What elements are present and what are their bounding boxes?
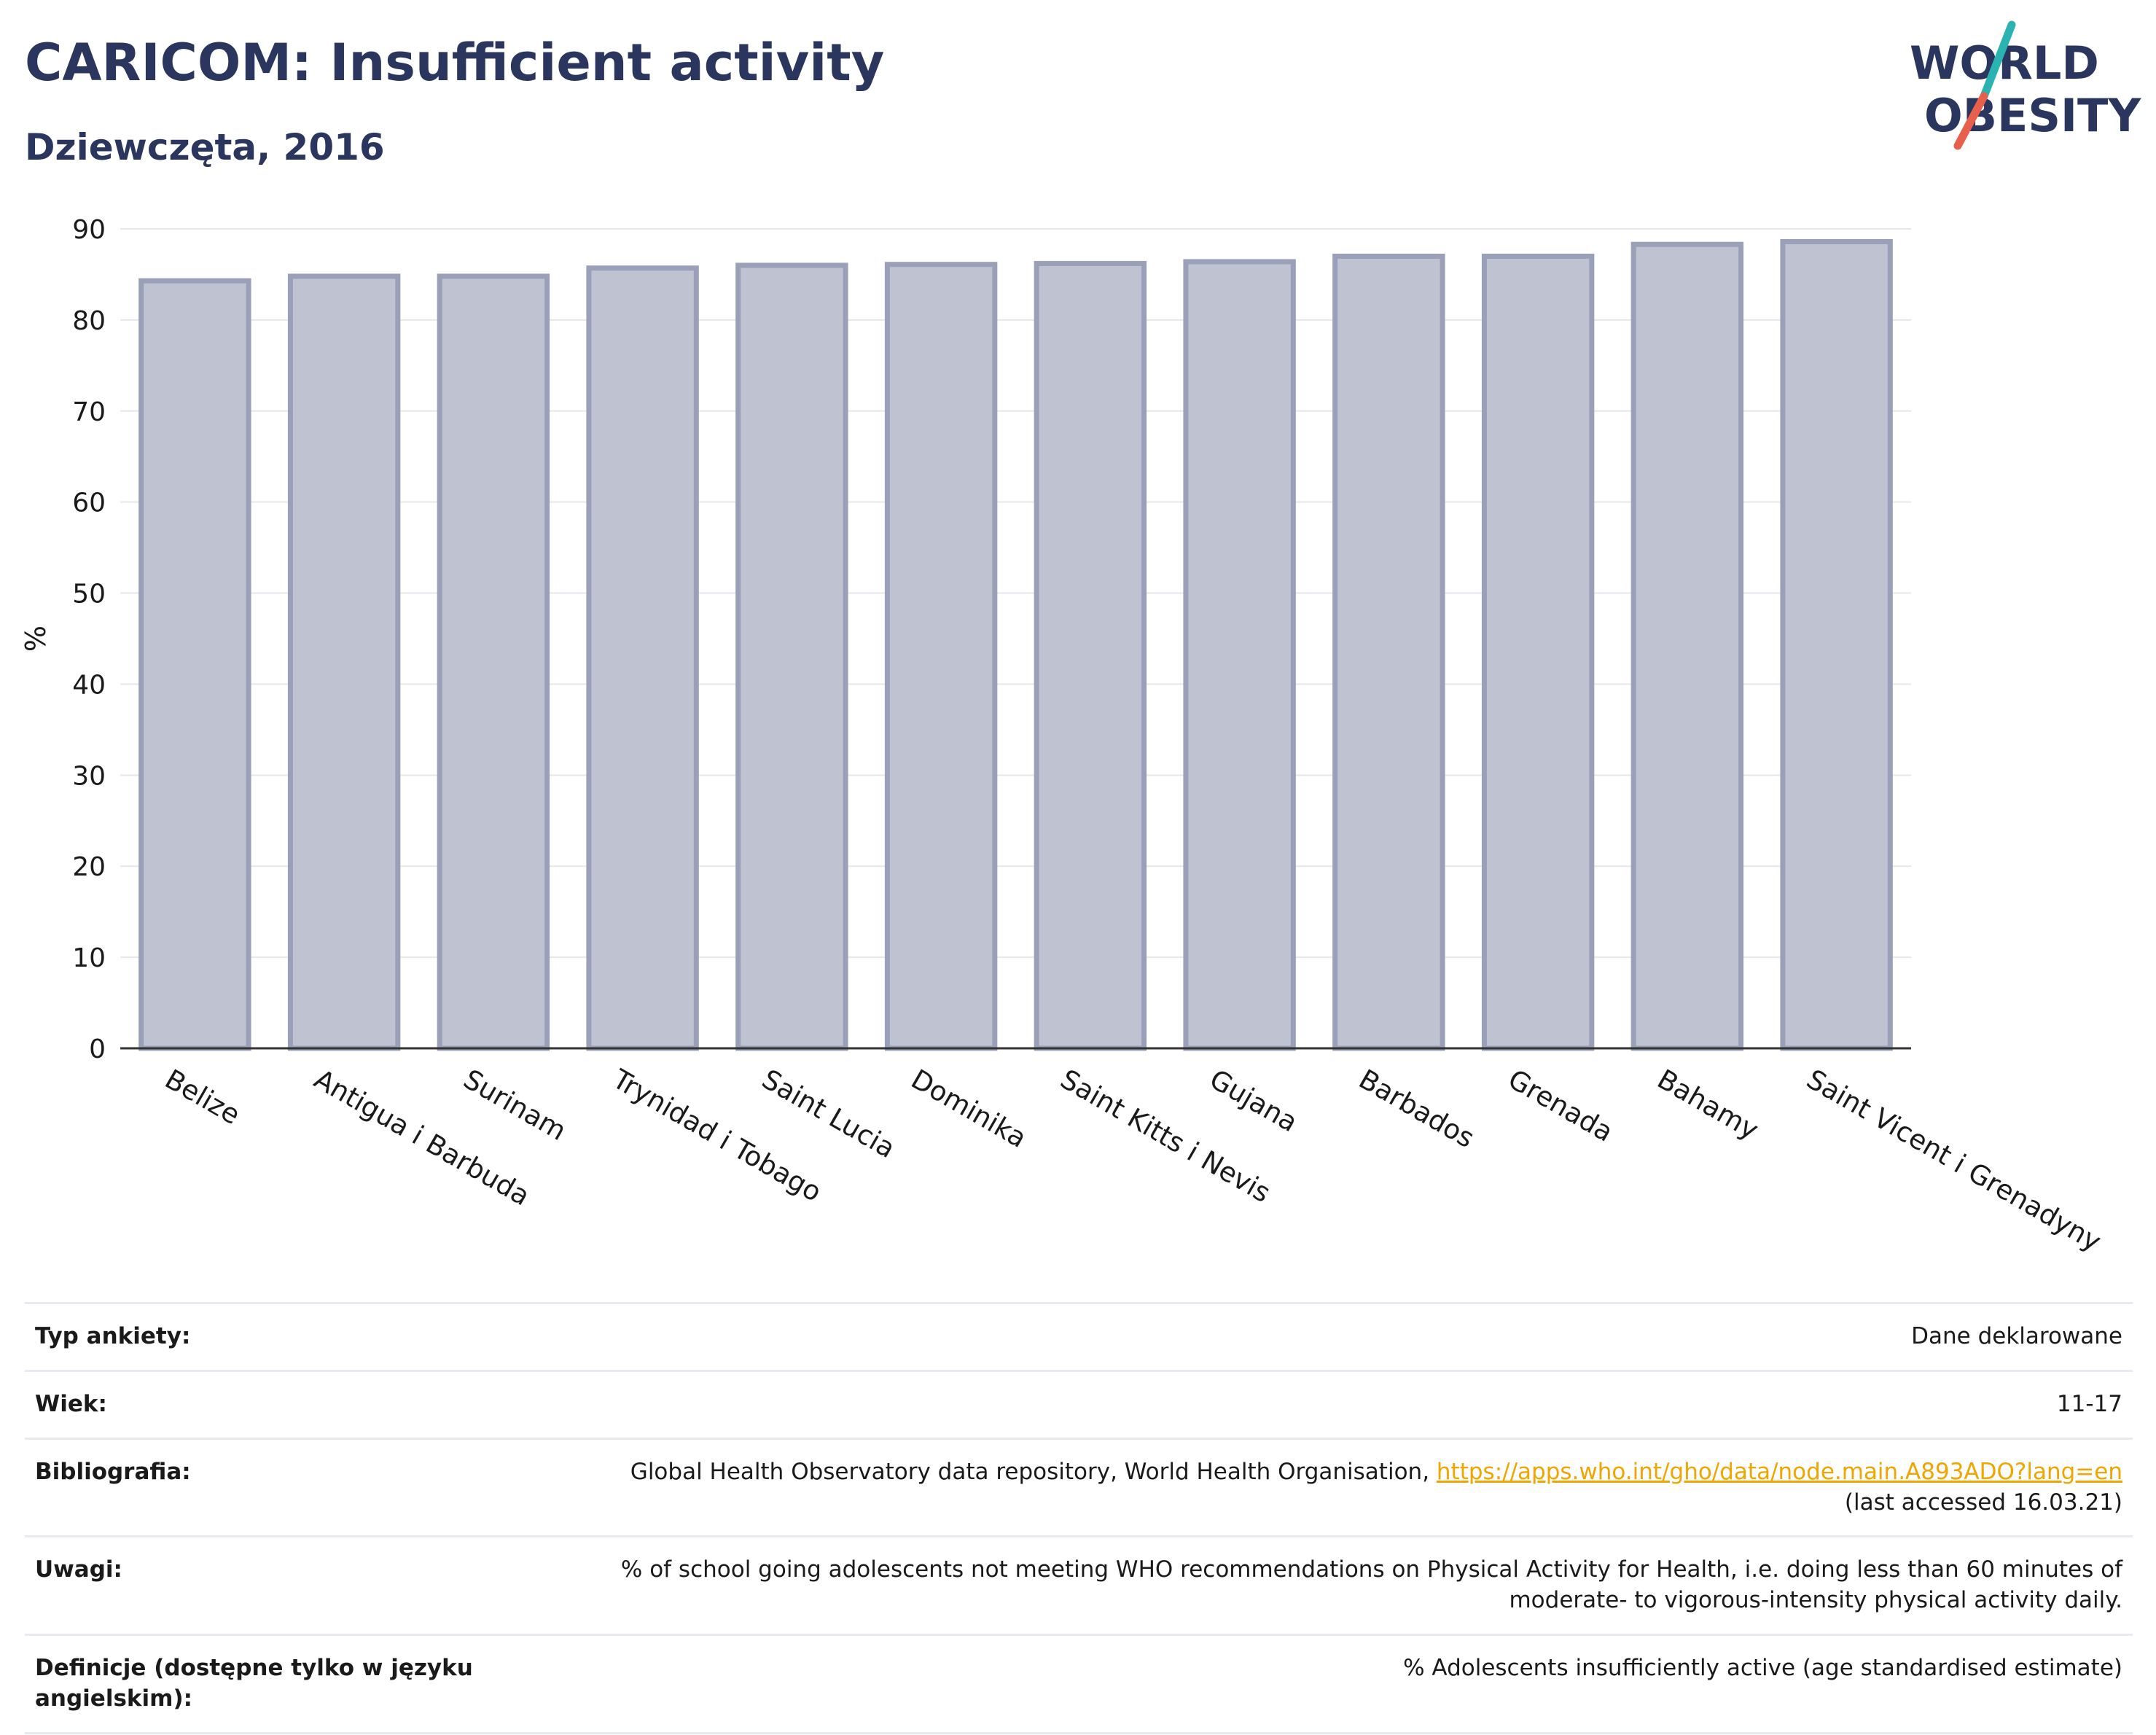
info-row-bibliography: Bibliografia: Global Health Observatory … [25,1437,2133,1537]
chart-title: CARICOM: Insufficient activity [25,33,885,93]
x-tick-label: Surinam [458,1064,571,1147]
y-tick-label: 30 [72,761,106,791]
info-row-survey: Typ ankiety: Dane deklarowane [25,1302,2133,1371]
x-tick-label: Saint Lucia [757,1064,900,1165]
x-tick-label: Barbados [1354,1064,1480,1155]
y-tick-label: 60 [72,488,106,518]
chart-subtitle: Dziewczęta, 2016 [25,126,385,168]
bars [138,238,1893,1051]
x-tick-label: Saint Vicent i Grenadyny [1801,1064,2106,1258]
bar-surinam [437,273,550,1051]
y-tick-label: 90 [72,215,106,245]
bibliography-text: Global Health Observatory data repositor… [630,1458,1437,1485]
bar-chart: 0 10 20 30 40 50 60 70 80 90 Belize Antigua i Barb… [20,215,2106,1258]
age-label: Wiek: [25,1369,497,1439]
y-tick-label: 70 [72,397,106,427]
y-tick-label: 40 [72,670,106,700]
y-tick-label: 50 [72,580,106,609]
bibliography-value: Global Health Observatory data repositor… [497,1437,2133,1537]
info-row-definitions: Definicje (dostępne tylko w języku angie… [25,1634,2133,1734]
notes-line-2: moderate- to vigorous-intensity physical… [1509,1587,2122,1614]
bar-gujana [1183,259,1296,1051]
bibliography-link[interactable]: https://apps.who.int/gho/data/node.main.… [1436,1458,2122,1485]
x-tick-label: Belize [160,1064,246,1131]
survey-label: Typ ankiety: [25,1302,497,1371]
bar-saint-kitts-i-nevis [1034,260,1147,1051]
definitions-label: Definicje (dostępne tylko w języku angie… [25,1634,497,1734]
age-value: 11-17 [497,1369,2133,1439]
grid-lines [120,228,1911,959]
y-tick-label: 0 [89,1034,106,1064]
x-tick-label: Bahamy [1652,1064,1764,1146]
y-tick-label: 80 [72,306,106,336]
notes-value: % of school going adolescents not meetin… [497,1535,2133,1635]
bibliography-note: (last accessed 16.03.21) [1844,1489,2122,1516]
bibliography-label: Bibliografia: [25,1437,497,1537]
info-table: Typ ankiety: Dane deklarowane Wiek: 11-1… [25,1302,2133,1734]
bar-bahamy [1630,241,1744,1051]
notes-line-1: % of school going adolescents not meetin… [620,1556,2122,1583]
bar-barbados [1332,253,1445,1051]
y-tick-label: 20 [72,852,106,882]
bar-antigua-i-barbuda [287,273,401,1051]
logo-slash-red [1953,92,1988,150]
info-row-notes: Uwagi: % of school going adolescents not… [25,1535,2133,1635]
bar-dominika [884,262,998,1051]
bar-saint-vicent-i-grenadyny [1780,238,1893,1051]
logo-slash-teal [1980,20,2016,101]
y-tick-labels: 0 10 20 30 40 50 60 70 80 90 [72,215,106,1064]
y-axis-label: % [20,625,52,652]
notes-label: Uwagi: [25,1535,497,1635]
bar-trynidad-i-tobago [586,265,699,1051]
bar-saint-lucia [735,262,848,1051]
world-obesity-logo: WORLD OBESITY [1910,20,2141,150]
bar-belize [138,278,251,1051]
x-tick-label: Gujana [1204,1064,1302,1139]
survey-value: Dane deklarowane [497,1302,2133,1371]
x-tick-label: Grenada [1503,1064,1618,1148]
bar-grenada [1481,253,1595,1051]
y-tick-label: 10 [72,943,106,973]
logo-text-obesity: OBESITY [1924,89,2141,142]
x-tick-label: Dominika [906,1064,1032,1155]
info-row-age: Wiek: 11-17 [25,1369,2133,1439]
definitions-value: % Adolescents insufficiently active (age… [497,1634,2133,1734]
